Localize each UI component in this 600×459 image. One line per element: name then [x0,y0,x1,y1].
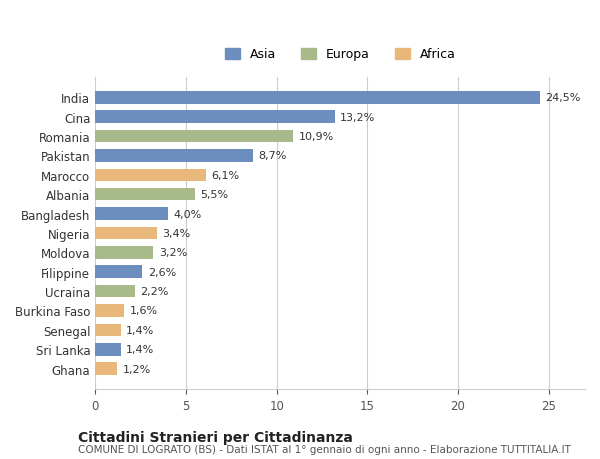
Text: 4,0%: 4,0% [173,209,202,219]
Bar [95,266,142,279]
Text: 5,5%: 5,5% [200,190,229,200]
Text: COMUNE DI LOGRATO (BS) - Dati ISTAT al 1° gennaio di ogni anno - Elaborazione TU: COMUNE DI LOGRATO (BS) - Dati ISTAT al 1… [78,444,571,454]
Bar [95,246,153,259]
Text: 2,2%: 2,2% [140,286,169,297]
Text: 8,7%: 8,7% [259,151,287,161]
Text: 1,4%: 1,4% [126,344,154,354]
Text: 1,2%: 1,2% [122,364,151,374]
Text: 10,9%: 10,9% [298,132,334,142]
Bar [95,363,117,375]
Bar [95,92,539,104]
Legend: Asia, Europa, Africa: Asia, Europa, Africa [220,43,461,66]
Text: 6,1%: 6,1% [211,170,239,180]
Text: 13,2%: 13,2% [340,112,376,123]
Text: 1,6%: 1,6% [130,306,158,316]
Text: Cittadini Stranieri per Cittadinanza: Cittadini Stranieri per Cittadinanza [78,430,353,444]
Text: 24,5%: 24,5% [545,93,580,103]
Bar [95,304,124,317]
Bar [95,208,168,220]
Bar [95,285,135,298]
Bar [95,324,121,336]
Bar [95,189,195,201]
Bar [95,343,121,356]
Text: 3,4%: 3,4% [163,229,191,238]
Bar [95,227,157,240]
Text: 3,2%: 3,2% [159,248,187,258]
Bar [95,111,335,123]
Text: 1,4%: 1,4% [126,325,154,335]
Bar [95,130,293,143]
Bar [95,169,206,182]
Text: 2,6%: 2,6% [148,267,176,277]
Bar [95,150,253,162]
